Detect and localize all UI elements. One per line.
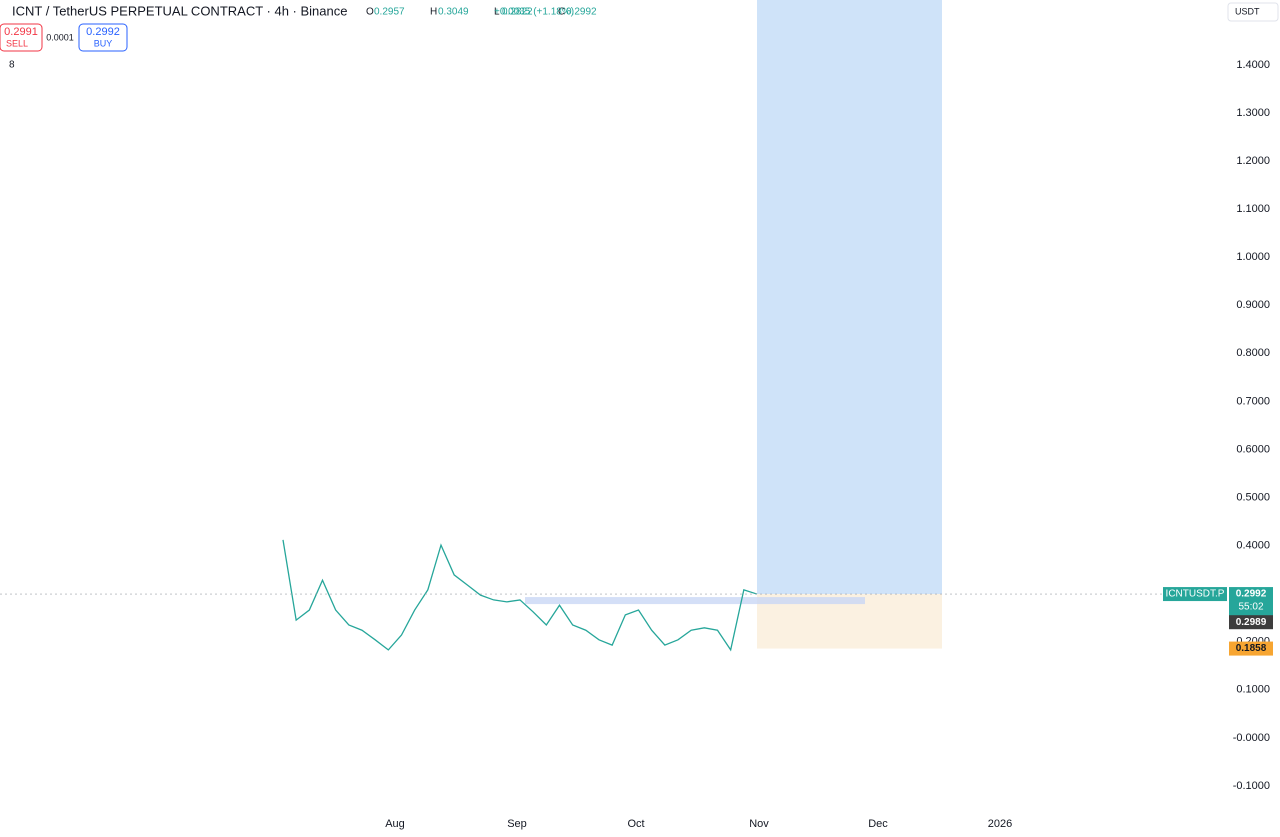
x-tick-label: Nov bbox=[749, 818, 769, 830]
position-target bbox=[757, 0, 942, 595]
y-tick-label: 1.2000 bbox=[1236, 155, 1270, 167]
y-tick-label: 0.7000 bbox=[1236, 395, 1270, 407]
y-tick-label: 0.8000 bbox=[1236, 347, 1270, 359]
ohlc-key: H bbox=[430, 7, 437, 18]
symbol: ICNTUSDT.P bbox=[1166, 589, 1225, 600]
mark-badge bbox=[1229, 615, 1273, 630]
y-tick-label: 1.3000 bbox=[1236, 107, 1270, 119]
mark-price: 0.2989 bbox=[1236, 617, 1267, 628]
symbol-badge bbox=[1163, 587, 1227, 602]
sell-label: SELL bbox=[6, 38, 28, 48]
ohlc: O 0.2957 H 0.3049 L 0.2822 C 0.2992 bbox=[366, 7, 597, 18]
ohlc-key: O bbox=[366, 7, 374, 18]
chart-title: ICNT / TetherUS PERPETUAL CONTRACT · 4h … bbox=[12, 3, 347, 18]
zone bbox=[525, 597, 865, 605]
x-tick-label: Dec bbox=[868, 818, 888, 830]
ohlc-value: 0.2992 bbox=[566, 7, 597, 18]
buy-button[interactable] bbox=[78, 23, 128, 52]
sell-price: 0.2991 bbox=[4, 26, 38, 38]
spread: 0.0001 bbox=[46, 32, 74, 42]
y-tick-label: -0.0000 bbox=[1233, 732, 1270, 744]
ohlc-value: 0.2957 bbox=[374, 7, 405, 18]
x-tick-label: Aug bbox=[385, 818, 405, 830]
stop-badge bbox=[1229, 641, 1273, 656]
y-tick-label: 0.5000 bbox=[1236, 491, 1270, 503]
countdown: 55:02 bbox=[1238, 602, 1263, 613]
price-line bbox=[282, 539, 758, 652]
ohlc-value: 0.2822 bbox=[502, 7, 533, 18]
y-tick-label: 1.4000 bbox=[1236, 59, 1270, 71]
indicator-count[interactable]: 8 bbox=[9, 60, 15, 71]
y-tick-label: 1.1000 bbox=[1236, 203, 1270, 215]
currency: USDT bbox=[1235, 6, 1260, 16]
last-price: 0.2992 bbox=[1236, 589, 1267, 600]
buy-label: BUY bbox=[94, 38, 113, 48]
ohlc-key: L bbox=[494, 7, 500, 18]
y-tick-label: 0.4000 bbox=[1236, 540, 1270, 552]
stop-price: 0.1858 bbox=[1236, 643, 1267, 654]
x-tick-label: Oct bbox=[627, 818, 644, 830]
y-tick-label: 1.0000 bbox=[1236, 251, 1270, 263]
change: +0.0035 (+1.18%) bbox=[494, 7, 574, 18]
y-tick-label: 0.9000 bbox=[1236, 299, 1270, 311]
y-tick-label: -0.1000 bbox=[1233, 780, 1270, 792]
ohlc-value: 0.3049 bbox=[438, 7, 469, 18]
price-badge bbox=[1229, 587, 1273, 617]
y-tick-label: 0.1000 bbox=[1236, 684, 1270, 696]
x-tick-label: 2026 bbox=[988, 818, 1012, 830]
currency-select[interactable] bbox=[1227, 2, 1279, 22]
ohlc-key: C bbox=[558, 7, 565, 18]
y-tick-label: 0.6000 bbox=[1236, 443, 1270, 455]
buy-price: 0.2992 bbox=[86, 26, 120, 38]
sell-button[interactable] bbox=[0, 23, 43, 52]
x-tick-label: Sep bbox=[507, 818, 527, 830]
